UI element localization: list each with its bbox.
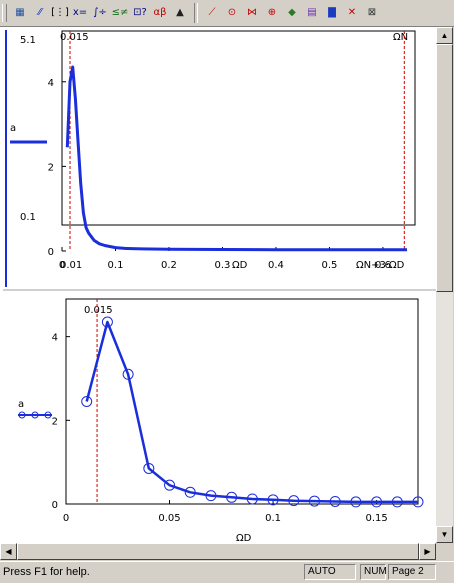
- x-tick-label: 0.1: [108, 260, 124, 271]
- data-point: [226, 491, 238, 503]
- plot-1-marker-label: 0.015: [60, 32, 89, 43]
- plot-1-x-axis-label: ΩD: [232, 260, 248, 271]
- plot-1[interactable]: 5.1 0.1 a 0.015 ΩN 0.01 ΩD ΩN+3·ΩD 0 2 4 0 0…: [10, 30, 416, 271]
- vector-field-plot-icon[interactable]: ✕: [347, 7, 357, 18]
- greek-toolbar-icon[interactable]: αβ: [153, 7, 167, 18]
- status-help-text: Press F1 for help.: [3, 566, 90, 578]
- y-tick-label: 0: [48, 247, 54, 258]
- y-tick-label: 2: [48, 162, 54, 173]
- data-point: [308, 495, 320, 507]
- x-tick-label: 0.1: [265, 513, 281, 524]
- symbolic-toolbar-icon[interactable]: ▲: [176, 7, 184, 18]
- y-tick-label: 0: [52, 500, 58, 511]
- data-point: [391, 496, 403, 508]
- data-series-line: [85, 320, 418, 504]
- zoom-plot-icon[interactable]: ⊠: [367, 7, 377, 18]
- plot-2-legend-marker: [44, 411, 52, 419]
- y-tick-label: 4: [52, 333, 58, 344]
- data-point: [164, 479, 176, 491]
- calculator-toolbar-icon[interactable]: ▦: [15, 7, 25, 18]
- plot-2-legend-marker: [18, 411, 26, 419]
- graph-toolbar-icon[interactable]: ⁄⁄: [38, 7, 42, 18]
- scroll-up-button[interactable]: ▲: [436, 27, 453, 44]
- plot-1-end-marker-label: ΩN: [393, 32, 408, 43]
- plot-2-frame: [65, 298, 419, 505]
- bar-chart-icon[interactable]: ▇: [328, 7, 336, 18]
- status-page-pane: Page 2: [388, 564, 436, 580]
- y-tick-label: 4: [48, 78, 54, 89]
- horizontal-scroll-thumb[interactable]: [17, 543, 419, 560]
- programming-toolbar-icon[interactable]: ⊡?: [133, 7, 147, 18]
- surface-plot-icon[interactable]: ⋈: [247, 7, 257, 18]
- x-tick-label: 0.5: [321, 260, 337, 271]
- vertical-scrollbar[interactable]: ▲ ▼: [436, 27, 453, 543]
- x-tick-label: 0.2: [161, 260, 177, 271]
- 3d-bar-plot-icon[interactable]: ▤: [307, 7, 317, 18]
- x-tick-label: 0: [63, 513, 69, 524]
- data-point: [246, 493, 258, 505]
- toolbar-grip[interactable]: [2, 4, 7, 22]
- plot-1-y-bottom-label: 0.1: [20, 212, 36, 223]
- status-mode-pane: AUTO: [304, 564, 356, 580]
- vertical-scroll-thumb[interactable]: [436, 44, 453, 292]
- x-tick-label: 0.6: [375, 260, 391, 271]
- x-tick-label: 0.05: [158, 513, 180, 524]
- data-point: [81, 396, 93, 407]
- boolean-toolbar-icon[interactable]: ≤≠: [111, 7, 129, 18]
- size-grip[interactable]: [436, 543, 454, 560]
- x-tick-label: 0: [59, 260, 65, 271]
- scroll-left-button[interactable]: ◀: [0, 543, 17, 560]
- data-point: [143, 462, 155, 474]
- evaluation-toolbar-icon[interactable]: x=: [72, 7, 88, 18]
- toolbar: ▦ ⁄⁄ [⋮] x= ∫÷ ≤≠ ⊡? αβ ▲ ⟋ ⊙ ⋈ ⊕ ◆ ▤ ▇ ✕ ⊠: [0, 0, 454, 27]
- plot-2-legend-marker: [31, 411, 39, 419]
- data-point: [288, 495, 300, 507]
- y-tick-label: 2: [52, 416, 58, 427]
- scroll-right-button[interactable]: ▶: [419, 543, 436, 560]
- status-bar: Press F1 for help. AUTO NUM Page 2: [0, 561, 454, 583]
- calculus-toolbar-icon[interactable]: ∫÷: [93, 7, 107, 18]
- plot-2-marker-label: 0.015: [84, 305, 113, 316]
- plot-1-x-max-label: ΩN+3·ΩD: [356, 260, 405, 271]
- data-point: [371, 496, 383, 508]
- plot-1-y-top-label: 5.1: [20, 35, 36, 46]
- scroll-down-button[interactable]: ▼: [436, 526, 453, 543]
- data-point: [101, 316, 113, 328]
- status-num-pane: NUM: [360, 564, 387, 580]
- data-point: [205, 490, 217, 502]
- matrix-toolbar-icon[interactable]: [⋮]: [51, 7, 69, 18]
- x-tick-label: 0.3: [215, 260, 231, 271]
- plot-2-left-label: a: [18, 399, 24, 410]
- plot-2[interactable]: a 0.015 ΩD 0 2 4 0 0.05 0.1 0.15: [18, 298, 424, 543]
- data-series-line: [65, 65, 407, 252]
- toolbar-separator: [194, 3, 198, 23]
- data-point: [122, 368, 134, 380]
- data-point: [267, 494, 279, 506]
- horizontal-scrollbar[interactable]: ◀ ▶: [0, 543, 436, 560]
- x-tick-label: 0.4: [268, 260, 284, 271]
- data-point: [184, 486, 196, 498]
- plot-2-x-axis-label: ΩD: [236, 533, 252, 543]
- data-point: [350, 496, 362, 508]
- xy-plot-icon[interactable]: ⟋: [208, 7, 216, 18]
- data-point: [412, 496, 424, 508]
- polar-plot-icon[interactable]: ⊙: [227, 7, 237, 18]
- plot-1-frame: [61, 30, 416, 226]
- plot-1-left-label: a: [10, 123, 16, 134]
- 3d-scatter-plot-icon[interactable]: ◆: [288, 7, 296, 18]
- plot-1-x-min-label: 0.01: [60, 260, 82, 271]
- data-point: [329, 495, 341, 507]
- contour-plot-icon[interactable]: ⊕: [267, 7, 277, 18]
- x-tick-label: 0.15: [365, 513, 387, 524]
